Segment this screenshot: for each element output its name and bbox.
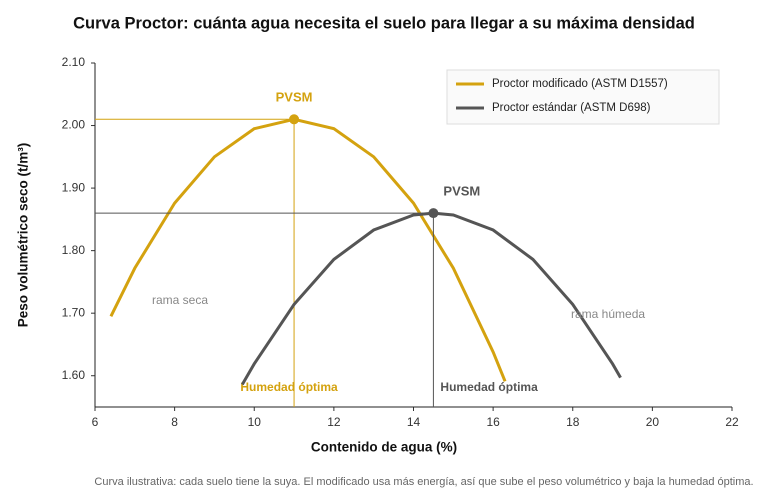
y-tick-label: 2.10 bbox=[62, 55, 86, 69]
legend-label: Proctor estándar (ASTM D698) bbox=[492, 102, 651, 114]
annotation: rama húmeda bbox=[571, 307, 645, 321]
series-line bbox=[241, 211, 622, 386]
x-tick-label: 12 bbox=[327, 415, 341, 429]
x-tick-label: 8 bbox=[171, 415, 178, 429]
y-tick-label: 2.00 bbox=[62, 118, 86, 132]
optimum-x-label: Humedad óptima bbox=[440, 380, 538, 394]
x-tick-label: 14 bbox=[407, 415, 421, 429]
y-tick-label: 1.60 bbox=[62, 368, 86, 382]
y-tick-label: 1.90 bbox=[62, 180, 86, 194]
optimum-label: PVSM bbox=[443, 184, 480, 199]
legend-label: Proctor modificado (ASTM D1557) bbox=[492, 78, 668, 90]
x-tick-label: 18 bbox=[566, 415, 580, 429]
annotation: rama seca bbox=[152, 293, 208, 307]
y-axis-label: Peso volumétrico seco (t/m³) bbox=[16, 143, 31, 328]
series-line bbox=[109, 117, 507, 382]
x-tick-label: 22 bbox=[725, 415, 739, 429]
x-tick-label: 20 bbox=[646, 415, 660, 429]
x-tick-label: 16 bbox=[486, 415, 500, 429]
optimum-x-label: Humedad óptima bbox=[240, 380, 338, 394]
footnote: Curva ilustrativa: cada suelo tiene la s… bbox=[94, 476, 753, 488]
x-axis-label: Contenido de agua (%) bbox=[311, 440, 457, 455]
chart-title: Curva Proctor: cuánta agua necesita el s… bbox=[73, 14, 695, 32]
optimum-point bbox=[289, 114, 300, 125]
x-tick-label: 10 bbox=[248, 415, 262, 429]
y-tick-label: 1.80 bbox=[62, 243, 86, 257]
x-tick-label: 6 bbox=[92, 415, 99, 429]
optimum-point bbox=[428, 208, 439, 219]
y-tick-label: 1.70 bbox=[62, 305, 86, 319]
legend-box bbox=[446, 69, 720, 125]
optimum-label: PVSM bbox=[276, 90, 313, 105]
